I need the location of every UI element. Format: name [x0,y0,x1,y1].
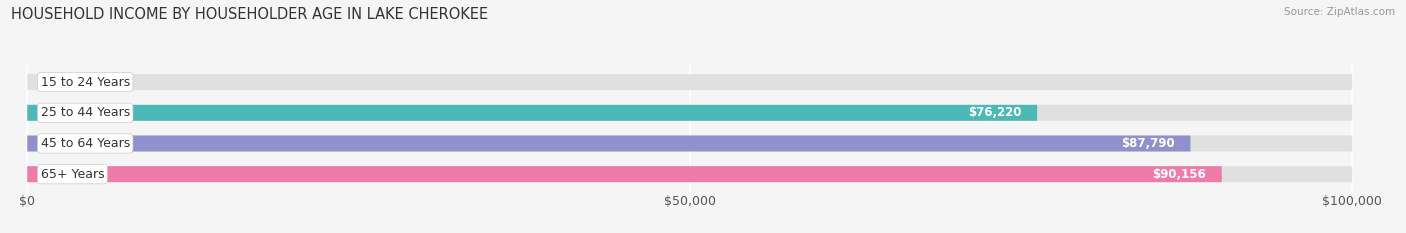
Text: $0: $0 [67,76,82,89]
FancyBboxPatch shape [27,166,1222,182]
FancyBboxPatch shape [27,136,1191,151]
FancyBboxPatch shape [27,166,1353,182]
Text: $87,790: $87,790 [1121,137,1174,150]
FancyBboxPatch shape [27,105,1353,121]
Text: 15 to 24 Years: 15 to 24 Years [41,76,129,89]
Text: 65+ Years: 65+ Years [41,168,104,181]
Text: $76,220: $76,220 [967,106,1021,119]
Text: 25 to 44 Years: 25 to 44 Years [41,106,129,119]
FancyBboxPatch shape [27,74,1353,90]
Text: $90,156: $90,156 [1152,168,1206,181]
FancyBboxPatch shape [27,136,1353,151]
Text: Source: ZipAtlas.com: Source: ZipAtlas.com [1284,7,1395,17]
FancyBboxPatch shape [27,105,1038,121]
Text: 45 to 64 Years: 45 to 64 Years [41,137,129,150]
Text: HOUSEHOLD INCOME BY HOUSEHOLDER AGE IN LAKE CHEROKEE: HOUSEHOLD INCOME BY HOUSEHOLDER AGE IN L… [11,7,488,22]
